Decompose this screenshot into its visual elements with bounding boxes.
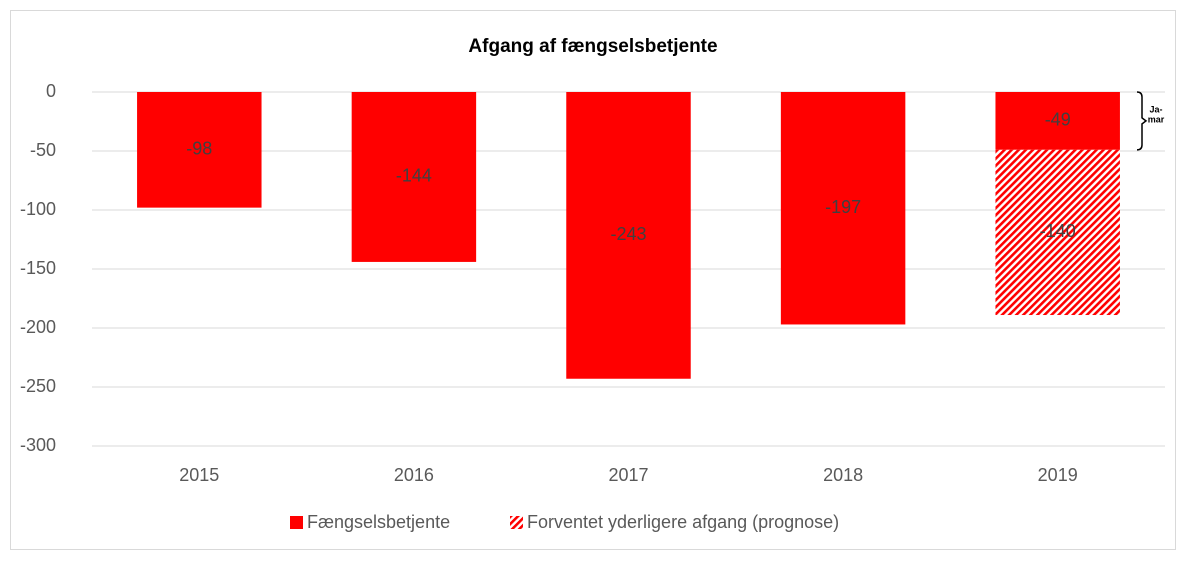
y-tick-label: -300 bbox=[20, 435, 56, 455]
annotation: mar bbox=[1148, 114, 1165, 124]
bar bbox=[351, 92, 477, 262]
y-tick-label: -100 bbox=[20, 199, 56, 219]
bar bbox=[995, 92, 1120, 150]
data-label: -144 bbox=[396, 166, 432, 186]
legend-swatch bbox=[510, 516, 523, 529]
data-label: -49 bbox=[1045, 110, 1071, 130]
data-label: -140 bbox=[1040, 221, 1076, 241]
bar bbox=[137, 92, 262, 208]
bar bbox=[566, 92, 691, 379]
y-tick-label: -50 bbox=[30, 140, 56, 160]
legend-label: Forventet yderligere afgang (prognose) bbox=[527, 512, 839, 532]
legend-swatch bbox=[290, 516, 303, 529]
x-tick-label: 2016 bbox=[394, 465, 434, 485]
y-tick-label: -200 bbox=[20, 317, 56, 337]
x-tick-label: 2015 bbox=[179, 465, 219, 485]
y-tick-label: -150 bbox=[20, 258, 56, 278]
y-tick-label: 0 bbox=[46, 81, 56, 101]
x-tick-label: 2018 bbox=[823, 465, 863, 485]
data-label: -98 bbox=[186, 139, 212, 159]
bar bbox=[995, 149, 1120, 316]
x-tick-label: 2017 bbox=[608, 465, 648, 485]
x-tick-label: 2019 bbox=[1038, 465, 1078, 485]
chart-title: Afgang af fængselsbetjente bbox=[468, 36, 717, 57]
bar bbox=[780, 92, 906, 325]
annotation: Ja- bbox=[1149, 104, 1162, 114]
y-tick-label: -250 bbox=[20, 376, 56, 396]
data-label: -243 bbox=[610, 224, 646, 244]
data-label: -197 bbox=[825, 197, 861, 217]
legend-label: Fængselsbetjente bbox=[307, 512, 450, 532]
annotation-bracket bbox=[1136, 91, 1148, 151]
